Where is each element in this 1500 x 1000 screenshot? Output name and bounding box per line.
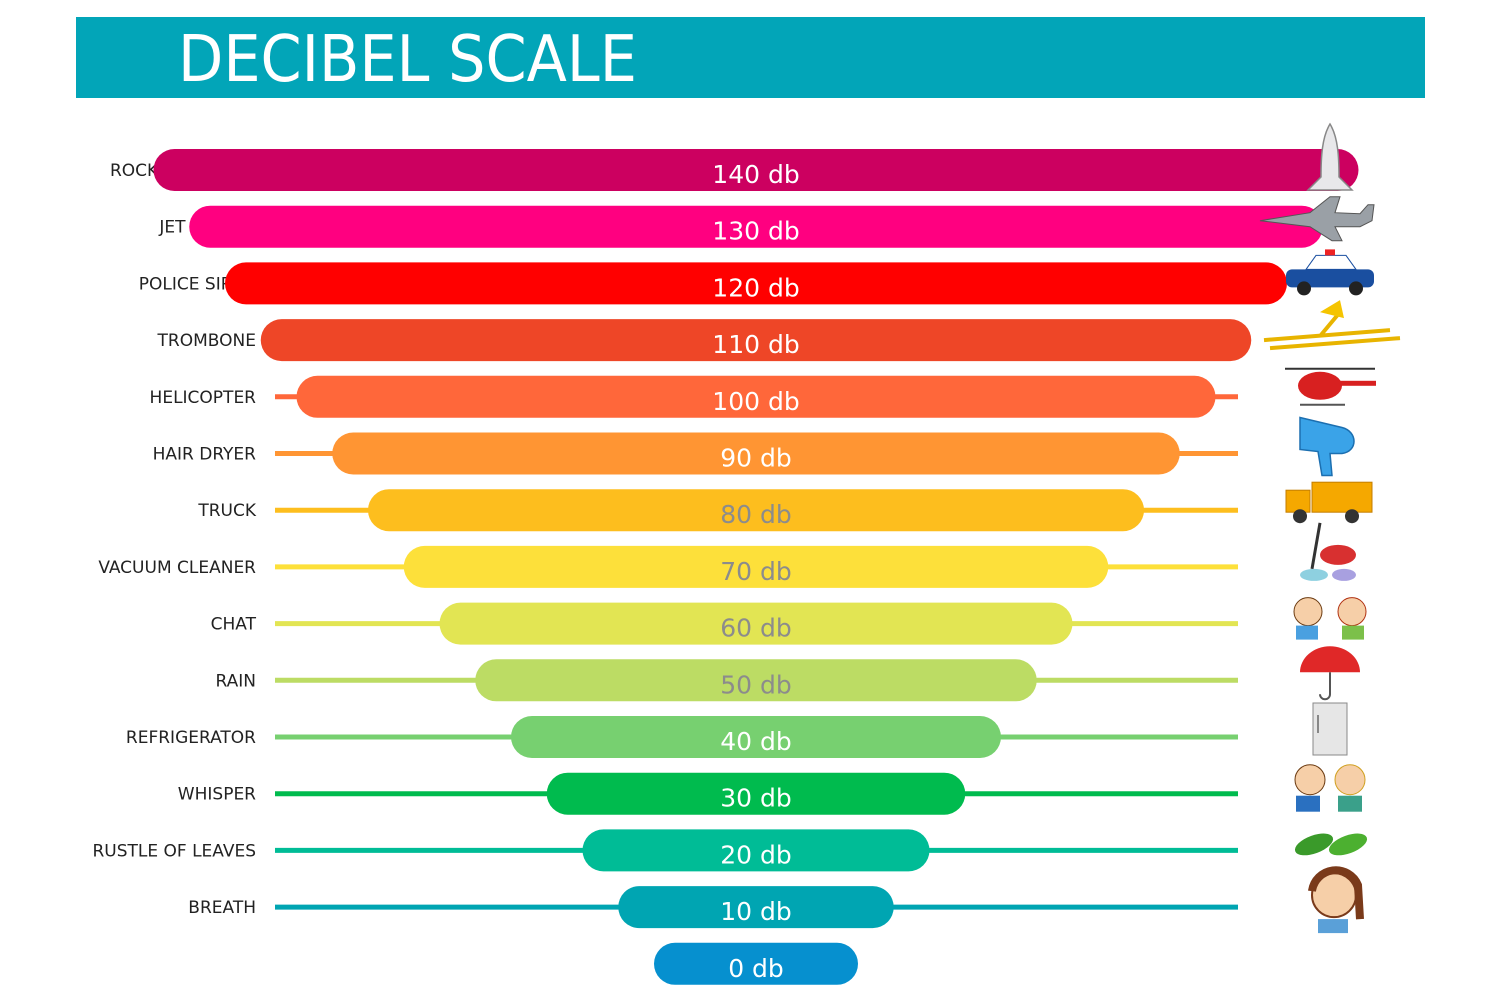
space-shuttle-icon bbox=[1306, 122, 1354, 191]
decibel-row: HELICOPTER 100 db bbox=[150, 367, 1376, 418]
decibel-bar bbox=[582, 829, 930, 872]
decibel-value-label: 60 db bbox=[720, 614, 792, 643]
decibel-bar bbox=[189, 205, 1323, 248]
sound-source-label: RAIN bbox=[216, 671, 256, 691]
decibel-row: POLICE SIREN 120 db bbox=[139, 249, 1374, 305]
decibel-row: RUSTLE OF LEAVES 20 db bbox=[92, 829, 1368, 872]
sound-source-label: VACUUM CLEANER bbox=[98, 558, 256, 578]
vacuum-cleaner-icon bbox=[1300, 522, 1356, 581]
sound-source-label: TROMBONE bbox=[157, 331, 256, 351]
decibel-value-label: 100 db bbox=[712, 387, 799, 416]
decibel-value-label: 90 db bbox=[720, 444, 792, 473]
title-banner: DECIBEL SCALE bbox=[76, 17, 1425, 98]
decibel-row: HAIR DRYER 90 db bbox=[153, 416, 1355, 477]
decibel-bar bbox=[296, 375, 1216, 418]
decibel-value-label: 10 db bbox=[720, 897, 792, 926]
refrigerator-icon bbox=[1312, 702, 1348, 756]
decibel-row: ROCKET LAUNCH140 db bbox=[110, 122, 1359, 191]
sound-source-label: WHISPER bbox=[178, 785, 256, 805]
decibel-row: TRUCK 80 db bbox=[197, 481, 1373, 532]
hair-dryer-icon bbox=[1299, 416, 1355, 477]
decibel-row: TROMBONE 110 db bbox=[157, 300, 1401, 362]
decibel-bar bbox=[618, 886, 894, 929]
decibel-row: CHAT 60 db bbox=[211, 597, 1367, 645]
decibel-row: RAIN 50 db bbox=[216, 646, 1360, 702]
sound-source-label: CHAT bbox=[211, 615, 257, 635]
sound-source-label: RUSTLE OF LEAVES bbox=[92, 841, 256, 861]
decibel-value-label: 110 db bbox=[712, 330, 799, 359]
decibel-bar bbox=[439, 602, 1073, 645]
decibel-value-label: 50 db bbox=[720, 670, 792, 699]
helicopter-icon bbox=[1285, 367, 1376, 406]
decibel-value-label: 120 db bbox=[712, 273, 799, 302]
decibel-bar bbox=[511, 716, 1001, 758]
dump-truck-icon bbox=[1285, 481, 1373, 524]
sound-source-label: HELICOPTER bbox=[150, 388, 257, 408]
decibel-value-label: 20 db bbox=[720, 840, 792, 869]
fighter-jet-icon bbox=[1259, 196, 1375, 242]
decibel-value-label: 30 db bbox=[720, 784, 792, 813]
decibel-bar bbox=[332, 432, 1180, 475]
decibel-bar bbox=[654, 942, 858, 985]
decibel-bar bbox=[403, 545, 1109, 588]
decibel-bar bbox=[546, 772, 966, 815]
decibel-value-label: 80 db bbox=[720, 500, 792, 529]
page-title: DECIBEL SCALE bbox=[178, 23, 637, 97]
decibel-row: BREATH 10 db bbox=[188, 866, 1364, 934]
decibel-row: 0 db bbox=[654, 942, 858, 985]
decibel-value-label: 140 db bbox=[712, 160, 799, 189]
sound-source-label: BREATH bbox=[188, 898, 256, 918]
decibel-value-label: 130 db bbox=[712, 217, 799, 246]
decibel-row: REFRIGERATOR 40 db bbox=[126, 702, 1348, 758]
decibel-row: WHISPER 30 db bbox=[178, 764, 1366, 815]
sound-source-label: TRUCK bbox=[197, 501, 257, 521]
whispering-kids-icon bbox=[1294, 764, 1366, 812]
police-car-icon bbox=[1286, 249, 1374, 296]
decibel-value-label: 70 db bbox=[720, 557, 792, 586]
umbrella-rain-icon bbox=[1300, 646, 1360, 701]
leaves-icon bbox=[1294, 833, 1368, 856]
decibel-value-label: 0 db bbox=[728, 954, 784, 983]
decibel-bar bbox=[153, 149, 1359, 191]
decibel-value-label: 40 db bbox=[720, 727, 792, 756]
decibel-row: JET ENGINE130 db bbox=[158, 196, 1375, 248]
decibel-bar bbox=[475, 659, 1037, 702]
decibel-bar bbox=[368, 489, 1144, 532]
sound-source-label: REFRIGERATOR bbox=[126, 728, 256, 748]
decibel-bar bbox=[225, 262, 1287, 305]
chatting-kids-icon bbox=[1293, 597, 1367, 640]
decibel-row: VACUUM CLEANER 70 db bbox=[98, 522, 1356, 588]
decibel-bar bbox=[260, 319, 1252, 362]
sound-source-label: HAIR DRYER bbox=[153, 445, 257, 465]
breathing-girl-icon bbox=[1308, 866, 1364, 934]
trombone-icon bbox=[1263, 300, 1401, 351]
